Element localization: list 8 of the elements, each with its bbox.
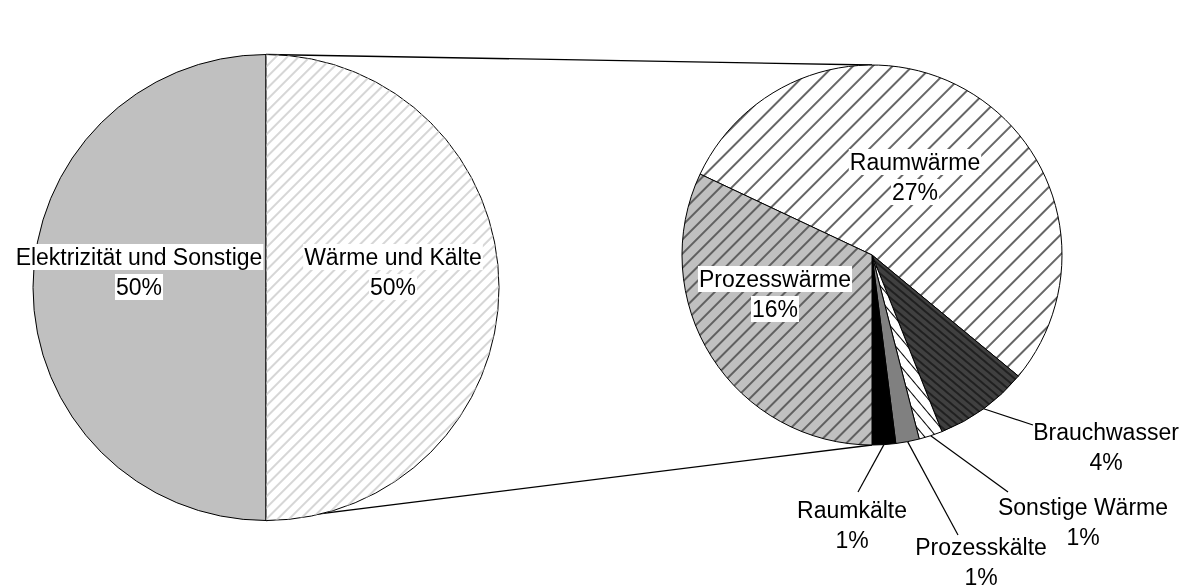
slice-label: Sonstige Wärme: [997, 494, 1169, 520]
data-label: 1%: [1066, 524, 1100, 550]
slice-label: Raumkälte: [797, 497, 907, 523]
data-label: 4%: [1089, 449, 1123, 475]
slice-label: Brauchwasser: [1033, 419, 1180, 445]
data-label: 1%: [964, 564, 998, 587]
slice-label: Prozesskälte: [915, 534, 1047, 560]
data-label: 1%: [835, 527, 869, 553]
